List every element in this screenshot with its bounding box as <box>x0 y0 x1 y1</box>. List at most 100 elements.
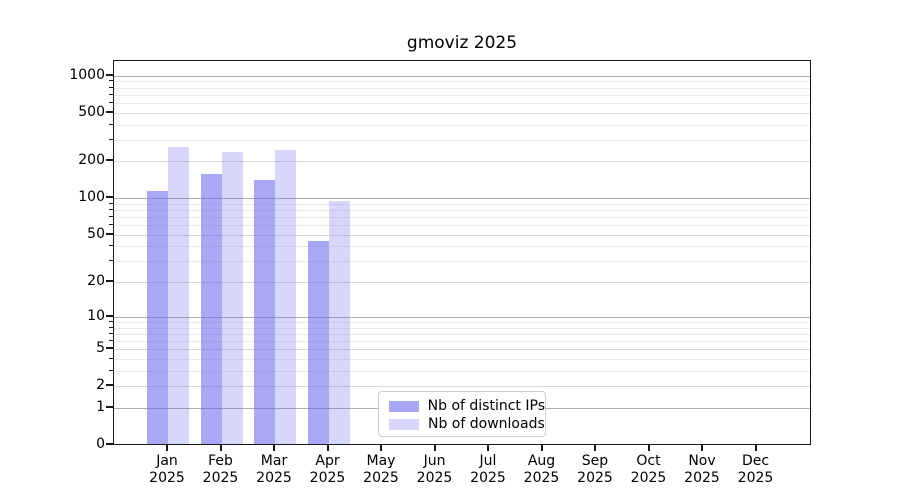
y-tick-label: 50 <box>87 225 105 242</box>
gridline <box>114 282 810 284</box>
y-minor-tick-mark <box>109 339 113 341</box>
month-label: Sep <box>581 453 609 469</box>
y-minor-tick-mark <box>109 369 113 371</box>
legend-label-downloads: Nb of downloads <box>428 416 545 432</box>
x-tick-label-may: May 2025 <box>349 453 413 487</box>
year-label: 2025 <box>416 470 453 486</box>
gridline <box>114 261 810 263</box>
y-minor-tick-mark <box>109 260 113 262</box>
year-label: 2025 <box>202 470 239 486</box>
y-tick-mark <box>106 196 113 199</box>
year-label: 2025 <box>577 470 613 486</box>
bar-feb-series0 <box>200 174 222 444</box>
x-tick-mark <box>433 445 436 451</box>
x-tick-mark <box>166 445 168 451</box>
month-label: Feb <box>208 453 233 469</box>
y-tick-label: 20 <box>87 273 105 290</box>
y-minor-tick-mark <box>109 216 113 218</box>
x-tick-mark <box>594 445 596 451</box>
y-minor-tick-mark <box>109 209 113 211</box>
x-tick-label-jun: Jun 2025 <box>403 453 467 487</box>
month-label: Jul <box>479 453 497 469</box>
x-tick-mark <box>380 445 382 451</box>
legend-swatch-distinct-ips <box>389 400 419 412</box>
gridline <box>114 161 810 163</box>
y-minor-tick-mark <box>109 111 113 113</box>
year-label: 2025 <box>684 470 720 486</box>
x-tick-label-jan: Jan 2025 <box>135 453 199 487</box>
y-minor-tick-mark <box>109 93 113 95</box>
gridline <box>114 112 810 114</box>
month-label: Nov <box>688 453 716 469</box>
x-tick-mark <box>701 445 703 451</box>
gridline <box>114 358 810 360</box>
gridline <box>114 246 810 248</box>
month-label: Aug <box>527 453 556 469</box>
x-tick-label-feb: Feb 2025 <box>189 453 253 487</box>
gridline <box>114 203 810 205</box>
gridline <box>114 81 810 83</box>
y-minor-tick-mark <box>109 326 113 328</box>
y-minor-tick-mark <box>109 233 113 235</box>
month-label: Jan <box>156 453 178 469</box>
y-minor-tick-mark <box>109 245 113 247</box>
month-label: Oct <box>636 453 661 469</box>
legend-row-downloads: Nb of downloads <box>389 415 545 433</box>
gridline <box>114 225 810 227</box>
x-tick-mark <box>326 445 329 451</box>
y-minor-tick-mark <box>109 86 113 88</box>
x-tick-mark <box>487 445 489 451</box>
y-tick-label: 100 <box>78 189 105 206</box>
gridline <box>114 370 810 372</box>
gridline <box>114 139 810 141</box>
y-minor-tick-mark <box>109 160 113 162</box>
y-minor-tick-mark <box>109 281 113 283</box>
x-tick-mark <box>219 445 222 451</box>
bar-jan-series0 <box>147 190 168 444</box>
y-minor-tick-mark <box>109 138 113 140</box>
x-tick-label-dec: Dec 2025 <box>724 453 788 487</box>
x-tick-label-apr: Apr 2025 <box>296 453 360 487</box>
y-tick-label: 500 <box>78 103 105 120</box>
gridline <box>114 327 810 329</box>
year-label: 2025 <box>149 470 185 486</box>
x-tick-mark <box>273 445 275 451</box>
y-minor-tick-mark <box>109 123 113 125</box>
year-label: 2025 <box>309 470 346 486</box>
y-minor-tick-mark <box>109 332 113 334</box>
x-tick-label-jul: Jul 2025 <box>456 453 520 487</box>
year-label: 2025 <box>737 470 774 486</box>
gridline <box>114 234 810 236</box>
y-tick-mark <box>106 443 113 445</box>
gridline <box>114 198 810 200</box>
y-tick-label: 2 <box>96 377 105 394</box>
gridline <box>114 349 810 351</box>
gridline <box>114 94 810 96</box>
gridline <box>114 386 810 388</box>
y-tick-label: 200 <box>78 152 105 169</box>
y-tick-mark <box>106 405 113 408</box>
bar-jan-series1 <box>168 146 189 444</box>
y-minor-tick-mark <box>109 320 113 322</box>
y-tick-label: 5 <box>96 340 105 357</box>
y-tick-mark <box>106 73 113 76</box>
bar-mar-series1 <box>275 149 296 444</box>
bar-mar-series0 <box>254 179 275 444</box>
gridline <box>114 333 810 335</box>
y-minor-tick-mark <box>109 80 113 82</box>
chart-title: gmoviz 2025 <box>406 33 518 53</box>
y-tick-label: 10 <box>87 307 105 324</box>
gridline <box>114 75 810 77</box>
y-minor-tick-mark <box>109 202 113 204</box>
bar-feb-series1 <box>221 152 243 444</box>
year-label: 2025 <box>256 470 292 486</box>
y-tick-label: 1000 <box>69 66 105 83</box>
y-minor-tick-mark <box>109 348 113 350</box>
x-tick-label-oct: Oct 2025 <box>617 453 681 487</box>
x-tick-label-sep: Sep 2025 <box>563 453 627 487</box>
month-label: May <box>366 453 396 469</box>
x-tick-mark <box>647 445 650 451</box>
gridline <box>114 321 810 323</box>
bar-apr-series0 <box>307 241 329 444</box>
